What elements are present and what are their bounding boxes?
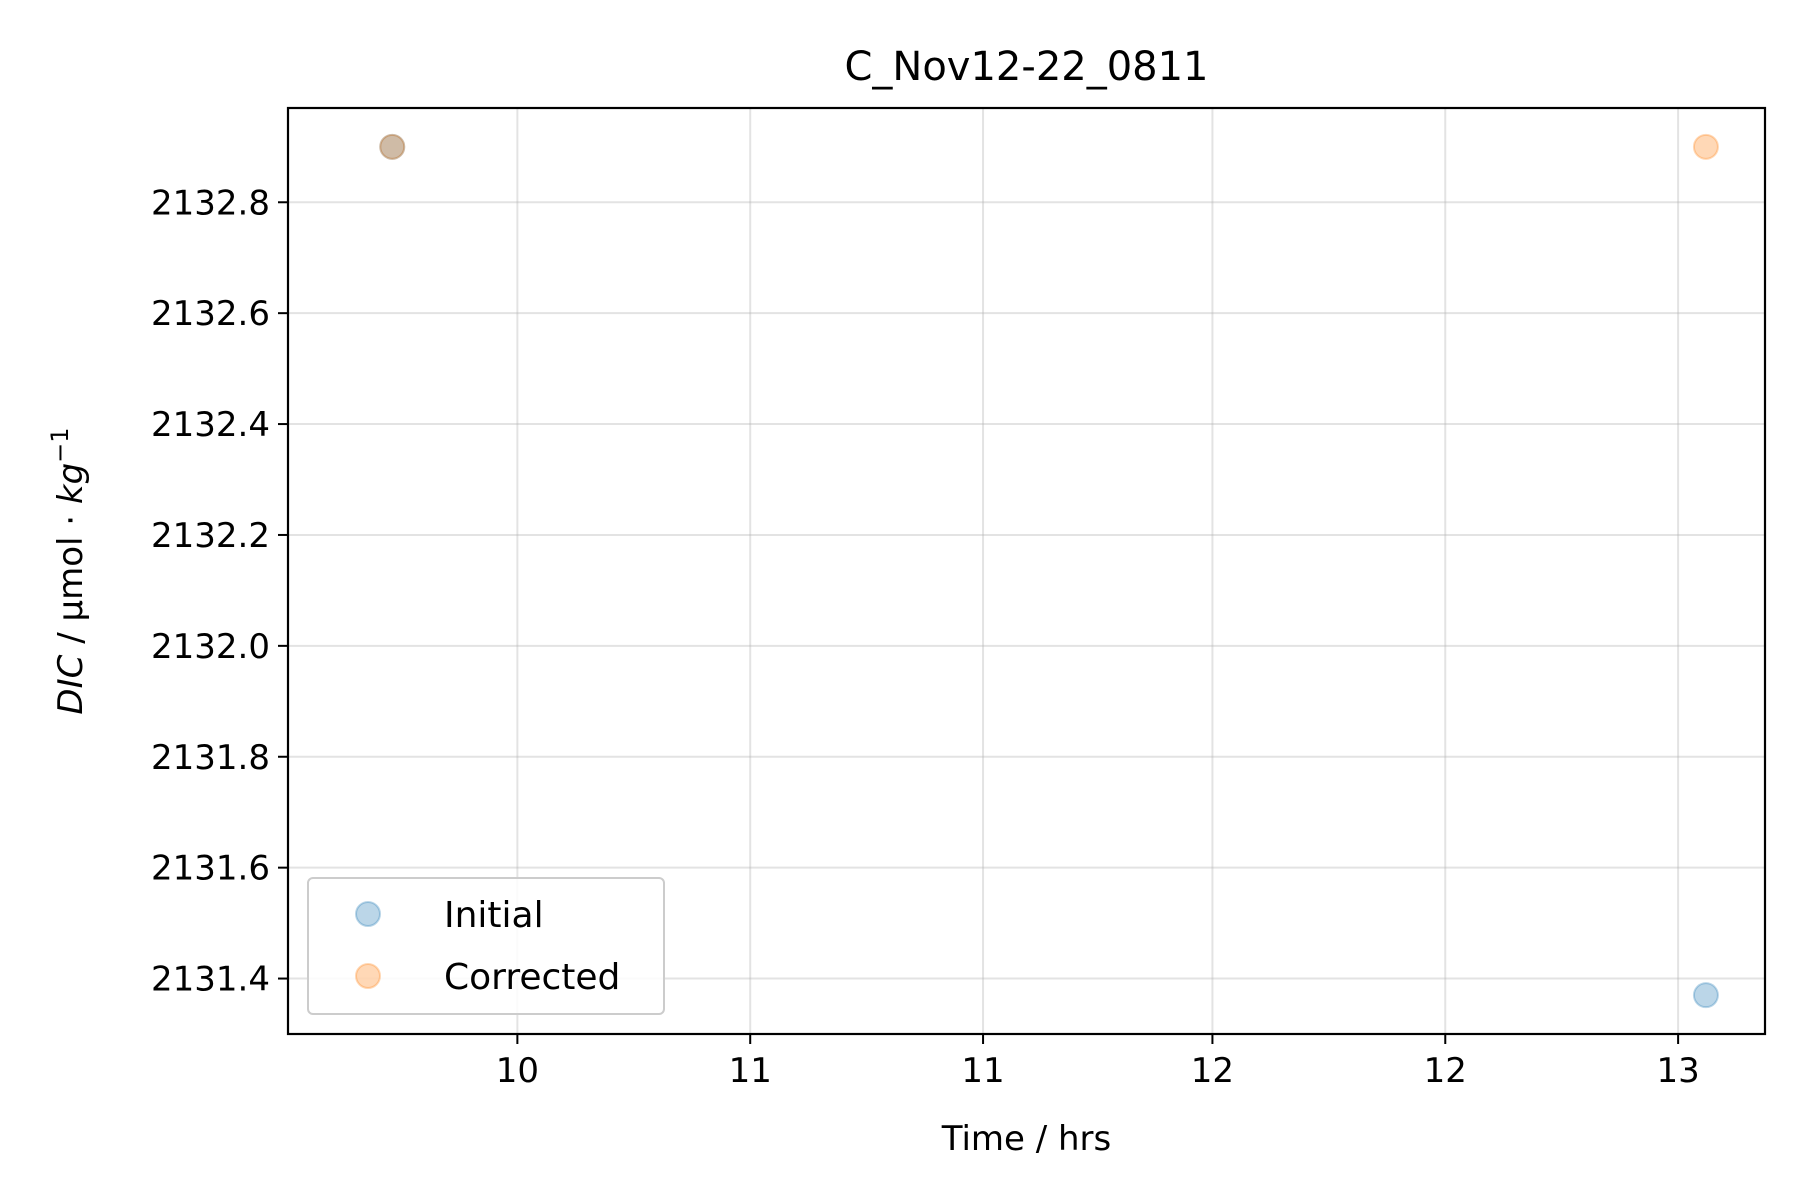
- data-point-corrected: [1692, 133, 1719, 160]
- x-tick-label: 13: [1656, 1051, 1699, 1091]
- y-axis-label: DIC / µmol · kg−1: [46, 427, 91, 714]
- plot-area-frame: [286, 106, 1767, 1036]
- y-tick-label: 2131.8: [151, 738, 270, 778]
- y-tick-label: 2132.2: [151, 516, 270, 556]
- x-tick-label: 11: [961, 1051, 1004, 1091]
- legend-label-corrected: Corrected: [444, 957, 620, 998]
- x-tick-label: 11: [729, 1051, 772, 1091]
- legend-label-initial: Initial: [444, 895, 544, 936]
- y-axis-label-quantity: DIC: [51, 654, 91, 714]
- y-tick-label: 2132.0: [151, 627, 270, 667]
- legend: Initial Corrected: [307, 877, 665, 1015]
- chart-title: C_Nov12-22_0811: [844, 44, 1208, 90]
- y-tick-label: 2132.8: [151, 183, 270, 223]
- y-axis-label-unit-prefix: / µmol ·: [51, 504, 91, 655]
- y-axis-label-exponent: −1: [46, 427, 74, 462]
- grid-lines: [288, 108, 1765, 1034]
- y-tick-label: 2132.6: [151, 294, 270, 334]
- data-points: [379, 133, 1719, 1009]
- x-tick-label: 12: [1424, 1051, 1467, 1091]
- legend-marker-initial: [355, 901, 381, 927]
- x-tick-label: 12: [1191, 1051, 1234, 1091]
- data-point-initial: [1692, 982, 1719, 1009]
- x-axis-label: Time / hrs: [941, 1119, 1112, 1159]
- x-tick-label: 10: [496, 1051, 539, 1091]
- legend-box: [307, 877, 665, 1015]
- axis-ticks: 10 11 11 12 12 13 2131.4 2131.6 2131.8 2132.0 2132…: [151, 183, 1700, 1091]
- y-axis-label-unit: kg: [51, 463, 91, 504]
- data-point-initial: [379, 133, 406, 160]
- data-point-corrected: [379, 133, 406, 160]
- y-tick-label: 2131.6: [151, 849, 270, 889]
- y-tick-label: 2132.4: [151, 405, 270, 445]
- y-tick-label: 2131.4: [151, 960, 270, 1000]
- legend-marker-corrected: [355, 963, 381, 989]
